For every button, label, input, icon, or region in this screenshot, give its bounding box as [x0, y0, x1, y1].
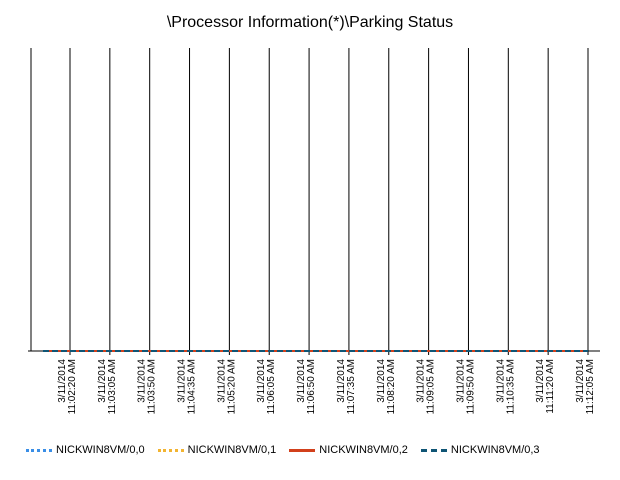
legend-swatch: [26, 448, 52, 452]
x-tick-label-date: 3/11/2014: [336, 359, 347, 403]
x-tick-label-time: 11:12:05 AM: [585, 359, 596, 414]
x-tick-label-date: 3/11/2014: [57, 359, 68, 403]
x-tick-label-time: 11:07:35 AM: [346, 359, 357, 414]
x-tick-label-date: 3/11/2014: [455, 359, 466, 403]
x-tick-label-date: 3/11/2014: [495, 359, 506, 403]
legend-item: NICKWIN8VM/0,3: [420, 444, 540, 456]
legend-swatch: [289, 448, 316, 452]
x-tick-label-time: 11:11:20 AM: [545, 359, 556, 414]
legend-item: NICKWIN8VM/0,1: [157, 444, 277, 456]
x-tick-label-time: 11:04:35 AM: [187, 359, 198, 414]
legend-label: NICKWIN8VM/0,2: [319, 444, 408, 456]
x-tick-label-date: 3/11/2014: [296, 359, 307, 403]
legend-swatch: [420, 448, 447, 452]
legend-label: NICKWIN8VM/0,1: [187, 444, 277, 456]
x-tick-label-date: 3/11/2014: [256, 359, 267, 403]
x-tick-label-date: 3/11/2014: [216, 359, 227, 403]
x-tick-label-time: 11:02:20 AM: [67, 359, 78, 414]
x-tick-label-date: 3/11/2014: [575, 359, 586, 403]
legend-label: NICKWIN8VM/0,3: [450, 444, 540, 456]
chart-title: \Processor Information(*)\Parking Status: [166, 14, 454, 31]
legend-item: NICKWIN8VM/0,0: [26, 444, 145, 456]
chart-legend: NICKWIN8VM/0,0 NICKWIN8VM/0,1 NICKWIN8VM/0…: [26, 444, 553, 456]
x-tick-label-date: 3/11/2014: [376, 359, 387, 403]
x-tick-label-date: 3/11/2014: [535, 359, 546, 403]
x-tick-label-time: 11:03:05 AM: [107, 359, 118, 414]
x-tick-label-date: 3/11/2014: [97, 359, 108, 403]
legend-swatch: [157, 448, 184, 452]
x-tick-label-time: 11:03:50 AM: [147, 359, 158, 414]
x-tick-label-date: 3/11/2014: [177, 359, 188, 403]
x-tick-label-time: 11:09:05 AM: [426, 359, 437, 414]
x-tick-label-time: 11:05:20 AM: [226, 359, 237, 414]
x-tick-label-time: 11:06:05 AM: [266, 359, 277, 414]
legend-item: NICKWIN8VM/0,2: [289, 444, 408, 456]
legend-label: NICKWIN8VM/0,0: [56, 444, 145, 456]
x-tick-label-date: 3/11/2014: [137, 359, 148, 403]
x-tick-label-date: 3/11/2014: [416, 359, 427, 403]
x-tick-label-time: 11:10:35 AM: [505, 359, 516, 414]
x-tick-label-time: 11:06:50 AM: [306, 359, 317, 414]
x-tick-label-time: 11:09:50 AM: [465, 359, 476, 414]
x-tick-label-time: 11:08:20 AM: [386, 359, 397, 414]
